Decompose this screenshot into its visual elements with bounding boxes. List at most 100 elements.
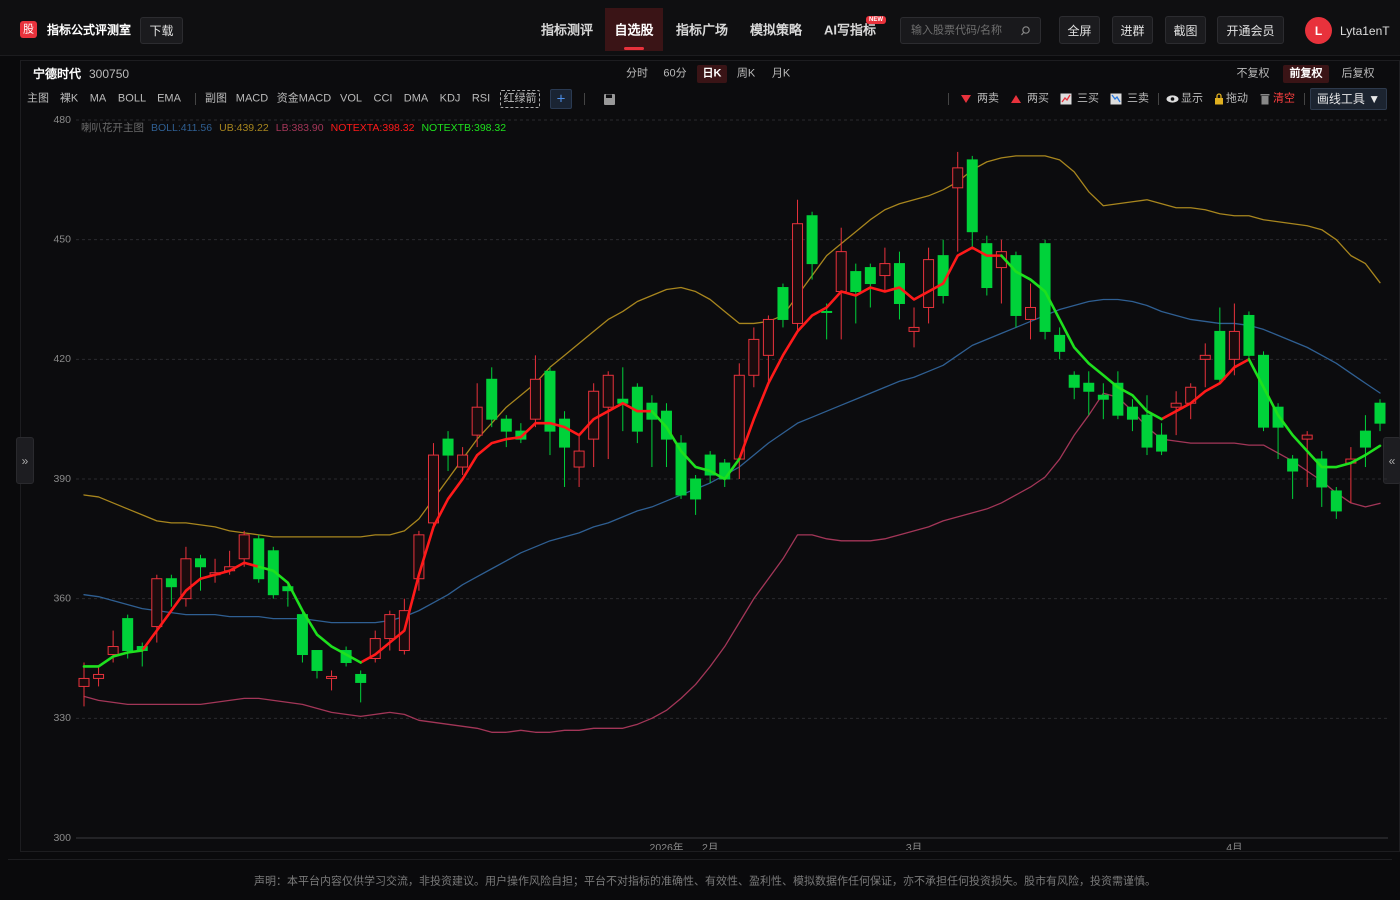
footer-divider bbox=[8, 859, 1392, 860]
adjust-active-bg[interactable] bbox=[1283, 65, 1329, 83]
avatar[interactable] bbox=[1305, 17, 1332, 44]
avatar-letter[interactable]: L bbox=[1314, 23, 1323, 38]
draw-tools-button[interactable] bbox=[1310, 88, 1387, 110]
candle-body bbox=[893, 263, 905, 304]
adjust-tab[interactable]: 不复权 bbox=[1236, 67, 1270, 80]
period-tab[interactable]: 日K bbox=[702, 67, 722, 80]
header-button[interactable] bbox=[1112, 16, 1153, 44]
disclaimer: 声明：本平台内容仅供学习交流，非投资建议。用户操作风险自担；平台不对指标的准确性… bbox=[254, 875, 1156, 888]
header-button[interactable] bbox=[1217, 16, 1284, 44]
signal-icon[interactable] bbox=[1010, 94, 1022, 104]
candle-body bbox=[165, 578, 177, 588]
signal-icon[interactable] bbox=[960, 94, 972, 104]
search-icon[interactable] bbox=[1020, 25, 1032, 37]
signal-icon[interactable] bbox=[1110, 93, 1122, 105]
side-tab[interactable] bbox=[1383, 437, 1400, 484]
period-tab[interactable]: 周K bbox=[736, 67, 756, 80]
header-button[interactable] bbox=[1165, 16, 1206, 44]
candle-body bbox=[762, 318, 774, 356]
add-button[interactable] bbox=[550, 89, 572, 109]
show-label[interactable]: 显示 bbox=[1181, 92, 1203, 105]
sub-indicator[interactable]: RSI bbox=[471, 92, 491, 105]
sub-indicator[interactable]: MACD bbox=[235, 92, 269, 105]
eye-icon[interactable] bbox=[1166, 94, 1179, 104]
download-button[interactable] bbox=[140, 17, 183, 44]
indicator-line bbox=[140, 246, 1251, 664]
side-tab-icon[interactable]: » bbox=[21, 454, 29, 468]
drag-label[interactable]: 拖动 bbox=[1226, 92, 1248, 105]
nav-item[interactable]: AI写指标 bbox=[823, 22, 877, 38]
header-button-label[interactable]: 进群 bbox=[1120, 23, 1145, 38]
main-indicator[interactable]: 裸K bbox=[59, 92, 79, 105]
nav-active-bg[interactable] bbox=[605, 8, 663, 51]
candle-body bbox=[777, 287, 789, 320]
candle-body bbox=[1228, 330, 1240, 360]
header-button-label[interactable]: 截图 bbox=[1173, 23, 1198, 38]
period-tab[interactable]: 分时 bbox=[626, 67, 648, 80]
signal-icon[interactable] bbox=[1060, 93, 1072, 105]
candle-body bbox=[267, 550, 279, 596]
legend-entry: UB:439.22 bbox=[219, 122, 269, 134]
candle-body bbox=[238, 534, 250, 560]
search-placeholder[interactable]: 输入股票代码/名称 bbox=[911, 24, 1003, 36]
sub-indicator[interactable]: CCI bbox=[373, 92, 393, 105]
indicator-line bbox=[83, 155, 1381, 538]
trash-icon[interactable] bbox=[1260, 93, 1270, 105]
separator bbox=[584, 93, 585, 105]
sub-indicator[interactable]: DMA bbox=[403, 92, 429, 105]
candle-body bbox=[457, 454, 469, 468]
sub-indicator[interactable]: KDJ bbox=[439, 92, 461, 105]
sub-indicator[interactable]: 资金MACD bbox=[276, 92, 332, 105]
main-label[interactable]: 主图 bbox=[27, 92, 49, 105]
header-button-label[interactable]: 开通会员 bbox=[1226, 23, 1275, 38]
signal-label[interactable]: 三卖 bbox=[1127, 92, 1149, 105]
nav-item[interactable]: 模拟策略 bbox=[749, 22, 803, 38]
signal-label[interactable]: 三买 bbox=[1077, 92, 1099, 105]
clear-label[interactable]: 清空 bbox=[1273, 92, 1295, 105]
sub-indicator[interactable]: 红绿箭 bbox=[503, 92, 537, 105]
main-indicator[interactable]: BOLL bbox=[117, 92, 147, 105]
add-label[interactable]: + bbox=[556, 90, 566, 108]
period-tab[interactable]: 60分 bbox=[663, 67, 687, 80]
sub-active-box[interactable] bbox=[500, 90, 540, 108]
candle-body bbox=[573, 450, 585, 468]
username[interactable]: Lyta1enT bbox=[1340, 23, 1390, 38]
adjust-tab[interactable]: 后复权 bbox=[1341, 67, 1375, 80]
draw-tools-label[interactable]: 画线工具 ▼ bbox=[1316, 92, 1381, 106]
period-tab[interactable]: 月K bbox=[771, 67, 791, 80]
lock-icon[interactable] bbox=[1214, 93, 1224, 105]
candle-body bbox=[355, 673, 367, 683]
main-indicator[interactable]: MA bbox=[89, 92, 107, 105]
separator bbox=[948, 93, 949, 105]
signal-label[interactable]: 两买 bbox=[1027, 92, 1049, 105]
new-badge: NEW bbox=[869, 17, 883, 23]
adjust-tab[interactable]: 前复权 bbox=[1289, 67, 1323, 80]
x-tick-label: 4月 bbox=[1226, 842, 1242, 850]
period-active-bg[interactable] bbox=[697, 65, 727, 83]
logo: 股 bbox=[23, 23, 34, 35]
legend-entry: NOTEXTB:398.32 bbox=[421, 122, 506, 134]
nav-item[interactable]: 指标广场 bbox=[675, 22, 729, 38]
signal-label[interactable]: 两卖 bbox=[977, 92, 999, 105]
candle-body bbox=[78, 677, 90, 687]
candle-body bbox=[1214, 330, 1226, 380]
side-tab[interactable] bbox=[16, 437, 34, 484]
nav-item[interactable]: 自选股 bbox=[614, 22, 654, 38]
sub-indicator[interactable]: VOL bbox=[339, 92, 363, 105]
candle-body bbox=[981, 243, 993, 289]
side-tab-icon[interactable]: « bbox=[1388, 454, 1396, 468]
download-label[interactable]: 下载 bbox=[149, 23, 174, 38]
nav-item[interactable]: 指标测评 bbox=[540, 22, 594, 38]
main-indicator[interactable]: EMA bbox=[157, 92, 181, 105]
save-icon[interactable] bbox=[603, 93, 616, 106]
header-button[interactable] bbox=[1059, 16, 1100, 44]
candle-body bbox=[486, 378, 498, 420]
nav-active-underline[interactable] bbox=[624, 47, 644, 50]
header-button-label[interactable]: 全屏 bbox=[1067, 23, 1092, 38]
logo-box bbox=[20, 21, 37, 38]
sub-label[interactable]: 副图 bbox=[205, 92, 227, 105]
search-box[interactable] bbox=[900, 17, 1041, 44]
app-name: 指标公式评测室 bbox=[47, 23, 132, 37]
legend-entry: BOLL:411.56 bbox=[151, 122, 212, 134]
